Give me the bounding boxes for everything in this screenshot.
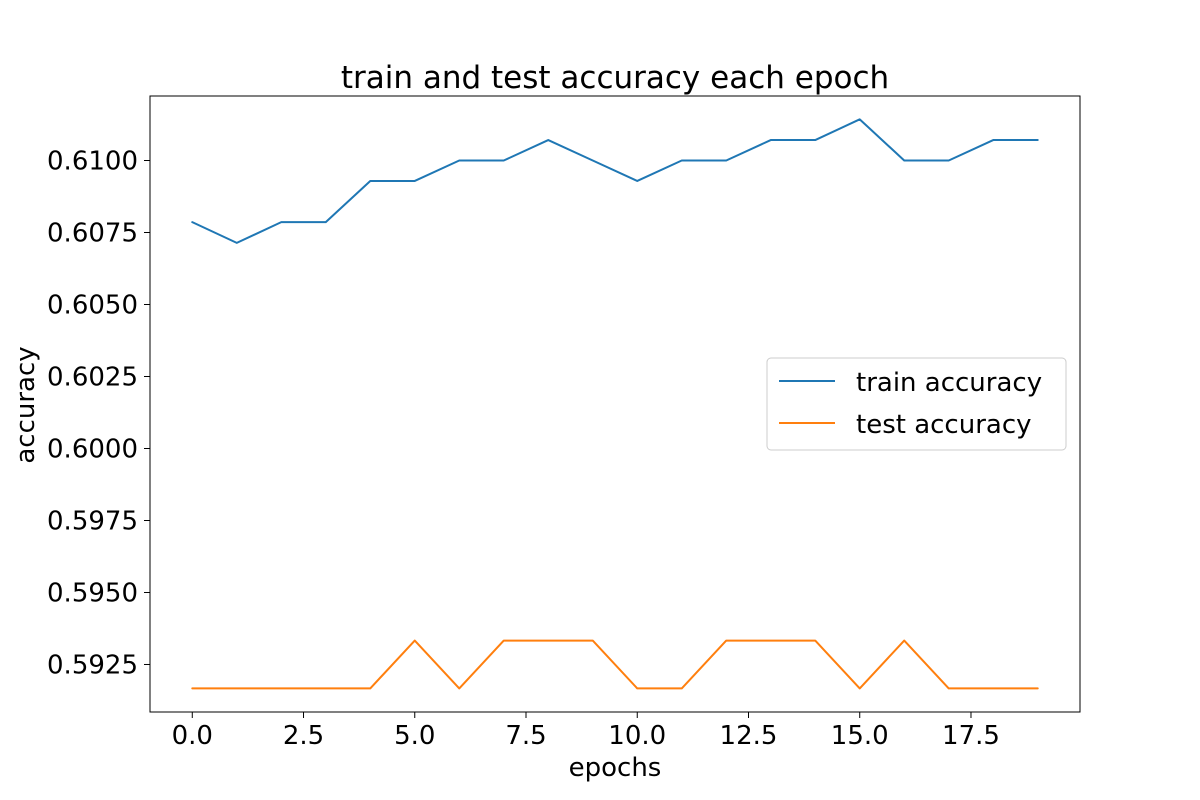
legend-label-train: train accuracy	[856, 368, 1042, 398]
x-tick-label: 17.5	[942, 721, 1000, 751]
series-line-test	[191, 639, 1039, 690]
x-tick-label: 5.0	[394, 721, 435, 751]
y-tick-label: 0.6000	[47, 434, 138, 464]
y-tick-label: 0.5925	[47, 650, 138, 680]
x-axis-label: epochs	[569, 753, 662, 783]
x-tick-label: 0.0	[172, 721, 213, 751]
y-axis: 0.5925 0.5950 0.5975 0.6000 0.6025 0.6050 0.60…	[47, 147, 150, 680]
y-axis-label: accuracy	[11, 346, 41, 463]
plot-area	[149, 95, 1081, 713]
legend: train accuracy test accuracy	[766, 357, 1067, 451]
y-tick-label: 0.6100	[47, 147, 138, 177]
y-tick-label: 0.5975	[47, 506, 138, 536]
chart-title: train and test accuracy each epoch	[341, 60, 889, 96]
x-tick-label: 2.5	[283, 721, 324, 751]
x-tick-label: 15.0	[831, 721, 889, 751]
x-axis: 0.0 2.5 5.0 7.5 10.0 12.5 15.0 17.5	[172, 712, 1000, 751]
legend-box	[766, 357, 1067, 451]
axes-frame	[149, 95, 1081, 713]
legend-label-test: test accuracy	[856, 410, 1032, 440]
series-line-train	[191, 118, 1039, 244]
x-tick-label: 10.0	[608, 721, 666, 751]
y-tick-label: 0.6050	[47, 291, 138, 321]
y-tick-label: 0.5950	[47, 578, 138, 608]
x-tick-label: 12.5	[720, 721, 778, 751]
y-tick-label: 0.6025	[47, 362, 138, 392]
y-tick-label: 0.6075	[47, 219, 138, 249]
x-tick-label: 7.5	[505, 721, 546, 751]
series-layer	[191, 118, 1039, 690]
